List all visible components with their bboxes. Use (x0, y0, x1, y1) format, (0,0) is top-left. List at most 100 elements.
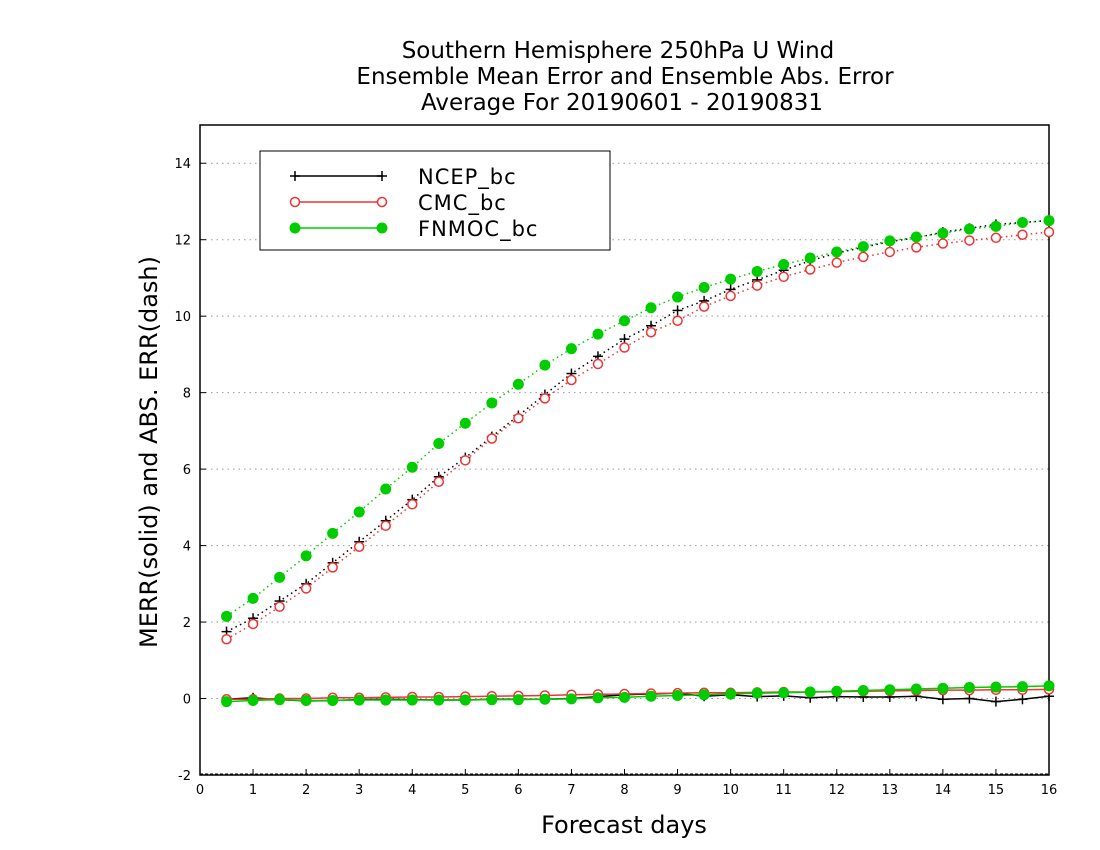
abs-err-point (539, 393, 551, 404)
abs-err-point (857, 241, 869, 253)
x-tick-label: 10 (722, 783, 739, 798)
abs-err-point (937, 227, 949, 239)
abs-err-point (778, 271, 789, 283)
legend-label: NCEP_bc (418, 165, 517, 190)
x-tick-label: 6 (514, 783, 522, 798)
abs-err-point (592, 328, 604, 340)
abs-err-point (380, 520, 391, 531)
abs-err-point (539, 359, 551, 371)
x-tick-label: 16 (1041, 783, 1058, 798)
abs-err-point (486, 397, 498, 409)
legend-marker (290, 171, 300, 181)
merr-point (672, 689, 684, 701)
merr-point (910, 683, 922, 695)
merr-point (406, 694, 418, 706)
abs-err-point (353, 506, 365, 518)
merr-point (1043, 680, 1055, 692)
merr-point (778, 687, 790, 699)
abs-err-point (406, 461, 418, 473)
legend-marker (376, 222, 388, 234)
abs-err-point (433, 438, 445, 449)
abs-err-point (645, 302, 657, 314)
abs-err-point (300, 583, 312, 594)
y-tick-label: 12 (174, 234, 191, 249)
abs-err-point (990, 220, 1002, 232)
abs-err-point (884, 246, 896, 258)
abs-err-point (1043, 215, 1055, 227)
abs-err-point (990, 232, 1002, 244)
legend-marker (377, 171, 387, 181)
merr-point (459, 694, 471, 706)
abs-err-point (566, 374, 577, 386)
merr-point (592, 692, 604, 704)
merr-point (857, 685, 869, 696)
merr-point (645, 690, 657, 702)
merr-point (539, 693, 551, 705)
legend-entry-NCEP_bc: NCEP_bc (290, 165, 517, 190)
legend-entry-FNMOC_bc: FNMOC_bc (289, 217, 537, 242)
abs-err-point (725, 273, 737, 285)
abs-err-point (964, 235, 975, 246)
abs-err-point (407, 499, 418, 510)
merr-point (990, 696, 1001, 707)
y-tick-label: 0 (183, 693, 191, 708)
abs-err-point (274, 571, 286, 583)
abs-err-point (645, 326, 657, 338)
abs-err-point (619, 315, 630, 327)
merr-point (486, 694, 498, 706)
abs-err-point (804, 252, 816, 264)
merr-point (1016, 681, 1028, 693)
abs-err-point (619, 342, 630, 353)
x-tick-label: 13 (882, 783, 899, 798)
title-line-3: Average For 20190601 - 20190831 (421, 90, 823, 116)
abs-err-point (831, 246, 843, 258)
merr-point (804, 686, 816, 698)
merr-point (990, 681, 1002, 693)
merr-point (937, 682, 949, 694)
x-tick-label: 15 (988, 783, 1005, 798)
x-tick-label: 5 (461, 783, 469, 798)
merr-point (1017, 694, 1028, 705)
y-tick-label: 14 (174, 157, 191, 172)
abs-err-point (513, 413, 524, 424)
abs-err-point (751, 265, 763, 277)
x-tick-label: 4 (408, 783, 416, 798)
y-axis-label: MERR(solid) and ABS. ERR(dash) (135, 256, 163, 648)
merr-point (565, 693, 577, 705)
abs-err-point (672, 291, 684, 303)
abs-err-point (486, 433, 498, 444)
abs-err-point (778, 259, 790, 271)
abs-err-point (247, 618, 259, 630)
merr-point (937, 694, 948, 705)
merr-point (619, 691, 630, 703)
abs-err-point (698, 301, 710, 312)
chart-title: Southern Hemisphere 250hPa U Wind Ensemb… (356, 38, 894, 116)
merr-point (274, 694, 286, 706)
abs-err-point (1017, 229, 1028, 240)
x-axis-ticks: 0 1 2 3 4 5 6 7 8 9 10 11 12 13 14 15 16 (196, 769, 1057, 798)
abs-err-point (963, 223, 975, 235)
series-layer (221, 215, 1055, 708)
legend-box (259, 150, 611, 251)
merr-point (751, 687, 763, 699)
legend-entry-CMC_bc: CMC_bc (289, 191, 507, 216)
x-tick-label: 11 (775, 783, 792, 798)
merr-point (512, 694, 524, 706)
merr-point (380, 694, 392, 706)
abs-err-point (858, 251, 869, 263)
abs-err-point (831, 257, 842, 268)
abs-err-point (459, 417, 471, 429)
y-tick-label: -2 (178, 769, 191, 784)
merr-point (831, 685, 843, 697)
legend-marker (289, 222, 301, 234)
abs-err-point (937, 238, 949, 249)
abs-err-point (460, 455, 471, 466)
abs-err-point (221, 634, 232, 645)
series-FNMOC_bc (221, 215, 1055, 708)
merr-point (247, 694, 259, 706)
legend-label: CMC_bc (418, 191, 507, 216)
merr-point (698, 689, 710, 701)
abs-err-point (1043, 226, 1055, 238)
